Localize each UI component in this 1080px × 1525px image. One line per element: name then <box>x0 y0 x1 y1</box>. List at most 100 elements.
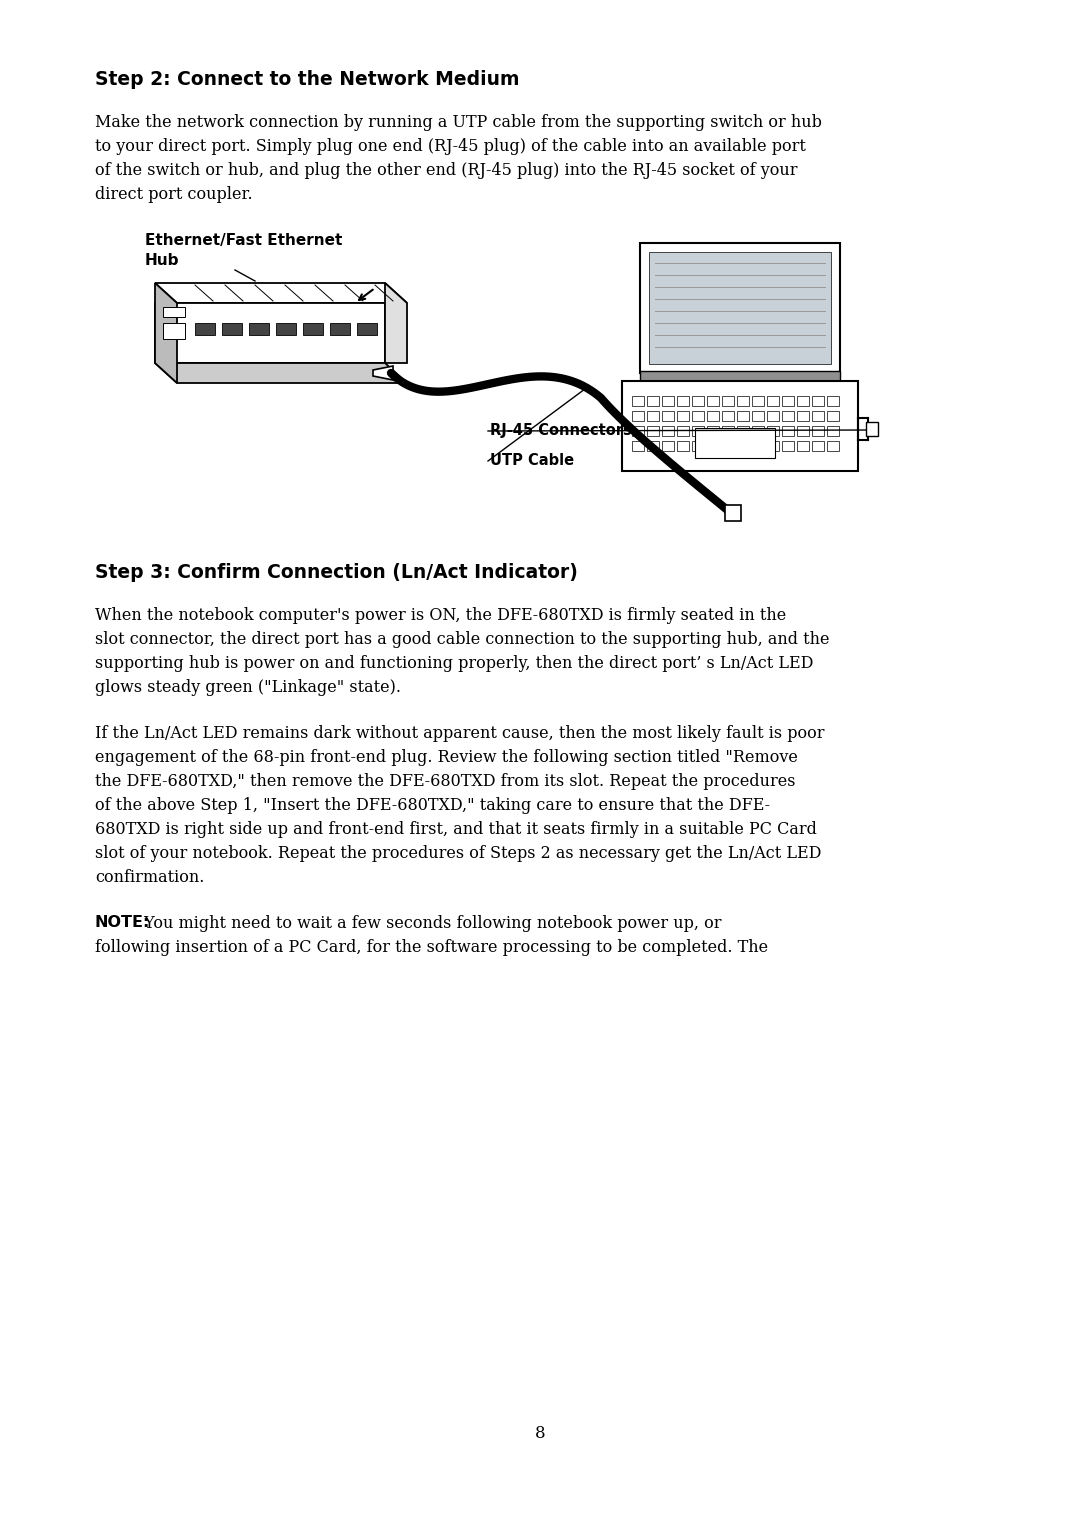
Bar <box>632 396 644 406</box>
Bar <box>782 396 794 406</box>
Text: Ethernet/Fast Ethernet
Hub: Ethernet/Fast Ethernet Hub <box>145 233 342 268</box>
Bar <box>357 323 377 336</box>
Bar <box>752 396 764 406</box>
Text: When the notebook computer's power is ON, the DFE‑680TXD is firmly seated in the: When the notebook computer's power is ON… <box>95 607 786 624</box>
Bar <box>752 412 764 421</box>
Bar <box>767 412 779 421</box>
Text: the DFE‑680TXD," then remove the DFE‑680TXD from its slot. Repeat the procedures: the DFE‑680TXD," then remove the DFE‑680… <box>95 773 796 790</box>
Bar <box>812 396 824 406</box>
Polygon shape <box>384 284 407 363</box>
Text: NOTE:: NOTE: <box>95 915 150 930</box>
Bar <box>737 412 750 421</box>
Text: Make the network connection by running a UTP cable from the supporting switch or: Make the network connection by running a… <box>95 114 822 131</box>
Bar <box>163 307 185 317</box>
Bar <box>767 396 779 406</box>
Bar <box>737 425 750 436</box>
Bar <box>692 441 704 451</box>
Polygon shape <box>156 363 407 383</box>
Bar <box>163 323 185 339</box>
Bar <box>647 396 659 406</box>
Bar <box>827 396 839 406</box>
Bar <box>797 396 809 406</box>
Bar <box>812 441 824 451</box>
Text: glows steady green ("Linkage" state).: glows steady green ("Linkage" state). <box>95 679 401 695</box>
Bar <box>677 396 689 406</box>
Bar <box>752 425 764 436</box>
Bar <box>767 441 779 451</box>
Bar <box>632 441 644 451</box>
Bar <box>707 441 719 451</box>
Bar <box>662 441 674 451</box>
Bar <box>737 396 750 406</box>
Bar <box>723 441 734 451</box>
Text: slot of your notebook. Repeat the procedures of Steps 2 as necessary get the Ln/: slot of your notebook. Repeat the proced… <box>95 845 822 862</box>
Polygon shape <box>649 252 831 364</box>
Bar <box>692 425 704 436</box>
Text: Step 2: Connect to the Network Medium: Step 2: Connect to the Network Medium <box>95 70 519 88</box>
Bar <box>827 425 839 436</box>
Polygon shape <box>156 284 407 303</box>
Bar <box>195 323 215 336</box>
Text: direct port coupler.: direct port coupler. <box>95 186 253 203</box>
Polygon shape <box>640 242 840 374</box>
Bar <box>782 425 794 436</box>
Bar <box>812 412 824 421</box>
Bar <box>707 396 719 406</box>
Text: Step 3: Confirm Connection (Ln/Act Indicator): Step 3: Confirm Connection (Ln/Act Indic… <box>95 563 578 583</box>
Bar <box>677 441 689 451</box>
Text: RJ-45 Connectors: RJ-45 Connectors <box>490 422 632 438</box>
Bar <box>707 425 719 436</box>
Polygon shape <box>156 284 177 383</box>
Bar <box>866 422 878 436</box>
Bar <box>647 425 659 436</box>
Text: 680TXD is right side up and front-end first, and that it seats firmly in a suita: 680TXD is right side up and front-end fi… <box>95 820 816 839</box>
Bar <box>249 323 269 336</box>
Bar <box>662 425 674 436</box>
Text: following insertion of a PC Card, for the software processing to be completed. T: following insertion of a PC Card, for th… <box>95 939 768 956</box>
Text: UTP Cable: UTP Cable <box>490 453 575 468</box>
Bar <box>632 412 644 421</box>
Bar <box>696 429 775 458</box>
Bar <box>632 425 644 436</box>
Bar <box>662 412 674 421</box>
Bar <box>662 396 674 406</box>
Bar <box>797 412 809 421</box>
Bar <box>677 425 689 436</box>
Bar <box>692 396 704 406</box>
Polygon shape <box>622 381 858 471</box>
Bar <box>767 425 779 436</box>
Bar <box>677 412 689 421</box>
Bar <box>827 441 839 451</box>
Bar <box>812 425 824 436</box>
Bar <box>737 441 750 451</box>
Bar <box>222 323 242 336</box>
Bar <box>692 412 704 421</box>
Bar <box>797 441 809 451</box>
Bar <box>640 371 840 381</box>
Bar <box>647 441 659 451</box>
Text: to your direct port. Simply plug one end (RJ-45 plug) of the cable into an avail: to your direct port. Simply plug one end… <box>95 137 806 156</box>
Polygon shape <box>156 303 384 363</box>
Text: You might need to wait a few seconds following notebook power up, or: You might need to wait a few seconds fol… <box>139 915 721 932</box>
Bar <box>707 412 719 421</box>
Bar <box>723 396 734 406</box>
Bar <box>723 425 734 436</box>
Text: engagement of the 68-pin front‑end plug. Review the following section titled "Re: engagement of the 68-pin front‑end plug.… <box>95 749 798 766</box>
Text: 8: 8 <box>535 1424 545 1443</box>
Text: If the Ln/Act LED remains dark without apparent cause, then the most likely faul: If the Ln/Act LED remains dark without a… <box>95 724 824 743</box>
Bar <box>647 412 659 421</box>
Text: of the switch or hub, and plug the other end (RJ-45 plug) into the RJ-45 socket : of the switch or hub, and plug the other… <box>95 162 797 178</box>
Bar <box>276 323 296 336</box>
Polygon shape <box>373 366 393 380</box>
Text: supporting hub is power on and functioning properly, then the direct port’ s Ln/: supporting hub is power on and functioni… <box>95 656 813 673</box>
Bar <box>725 505 741 522</box>
Bar <box>723 412 734 421</box>
Text: slot connector, the direct port has a good cable connection to the supporting hu: slot connector, the direct port has a go… <box>95 631 829 648</box>
Text: of the above Step 1, "Insert the DFE-680TXD," taking care to ensure that the DFE: of the above Step 1, "Insert the DFE-680… <box>95 798 770 814</box>
Text: confirmation.: confirmation. <box>95 869 204 886</box>
Bar <box>782 441 794 451</box>
Bar <box>782 412 794 421</box>
Bar <box>827 412 839 421</box>
Bar <box>303 323 323 336</box>
Bar <box>797 425 809 436</box>
